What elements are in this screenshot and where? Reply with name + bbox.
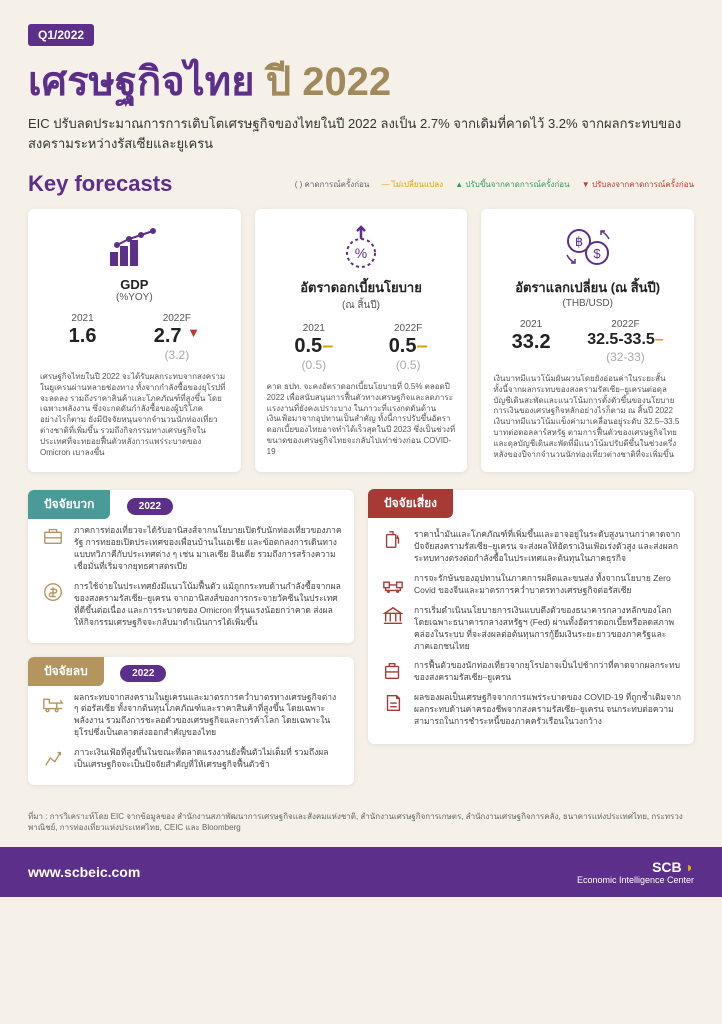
forecast-card-gdp: GDP (%YOY) 2021 1.6 2022F 2.7 ▼ (3.2) เศ… <box>28 209 241 472</box>
flame-icon: ◗ <box>686 859 694 875</box>
negative-tab: ปัจจัยลบ <box>28 657 104 686</box>
factor-text: ภาคการท่องเที่ยวจะได้รับอานิสงส์จากนโยบา… <box>74 525 342 573</box>
card-title: อัตราดอกเบี้ยนโยบาย <box>267 277 456 298</box>
factor-text: ภาวะเงินเฟ้อที่สูงขึ้นในขณะที่ตลาดแรงงาน… <box>74 747 342 771</box>
factor-text: ผลของผลเป็นเศรษฐกิจจากการแพร่ระบาดของ CO… <box>414 692 682 728</box>
year-chip: 2022 <box>120 665 166 682</box>
factor-item: ภาคการท่องเที่ยวจะได้รับอานิสงส์จากนโยบา… <box>28 521 354 577</box>
factor-text: การใช้จ่ายในประเทศยังมีแนวโน้มฟื้นตัว แม… <box>74 581 342 629</box>
card-desc: คาด ธปท. จะคงอัตราดอกเบี้ยนโยบายที่ 0.5%… <box>267 382 456 458</box>
factor-item: การจะรักษ้นของอุปทานในภาคการผลิตและขนส่ง… <box>368 569 694 601</box>
title-gold: ปี 2022 <box>266 60 392 104</box>
forecast-card-exchange-rate: ฿$ อัตราแลกเปลี่ยน (ณ สิ้นปี) (THB/USD) … <box>481 209 694 472</box>
factor-item: ราคาน้ำมันและโภคภัณฑ์ที่เพิ่มขึ้นและอาจอ… <box>368 525 694 569</box>
value-2022f: 32.5-33.5– <box>587 332 664 348</box>
legend-up: ▲ ปรับขึ้นจากคาดการณ์ครั้งก่อน <box>455 180 569 189</box>
percent-up-icon: % <box>267 223 456 271</box>
spending-icon <box>40 581 66 629</box>
year-label: 2021 <box>294 323 333 334</box>
factor-text: การฟื้นตัวของนักท่องเที่ยวจากยุโรปอาจเป็… <box>414 660 682 684</box>
year-label: 2022F <box>389 323 428 334</box>
positive-factors-block: ปัจจัยบวก 2022 ภาคการท่องเที่ยวจะได้รับอ… <box>28 490 354 642</box>
chart-icon <box>40 223 229 271</box>
legend-down: ▼ ปรับลงจากคาดการณ์ครั้งก่อน <box>582 180 694 189</box>
oil-icon <box>380 529 406 565</box>
risk-tab: ปัจจัยเสี่ยง <box>368 489 453 518</box>
year-label: 2021 <box>512 319 551 330</box>
value-2022f: 2.7 ▼ <box>154 326 200 346</box>
forecast-cards: GDP (%YOY) 2021 1.6 2022F 2.7 ▼ (3.2) เศ… <box>28 209 694 472</box>
tourist-icon <box>380 660 406 684</box>
key-forecasts-heading: Key forecasts <box>28 171 172 197</box>
card-sub: (%YOY) <box>40 292 229 303</box>
source-note: ที่มา : การวิเคราะห์โดย EIC จากข้อมูลของ… <box>28 811 694 833</box>
prev-value: (0.5) <box>294 358 333 372</box>
year-chip: 2022 <box>127 498 173 515</box>
page-title: เศรษฐกิจไทย ปี 2022 <box>28 60 694 104</box>
factor-item: การเริ่มดำเนินนโยบายการเงินแบบตึงตัวของธ… <box>368 601 694 657</box>
quarter-badge: Q1/2022 <box>28 24 94 46</box>
svg-text:%: % <box>355 245 367 261</box>
footer-url: www.scbeic.com <box>28 864 140 880</box>
down-arrow-icon: ▼ <box>187 325 200 340</box>
subtitle: EIC ปรับลดประมาณการการเติบโตเศรษฐกิจของไ… <box>28 114 694 153</box>
value-2021: 1.6 <box>69 326 97 346</box>
risk-factors-block: ปัจจัยเสี่ยง ราคาน้ำมันและโภคภัณฑ์ที่เพิ… <box>368 490 694 743</box>
factor-item: ผลกระทบจากสงครามในยูเครนและมาตรการคว่ำบา… <box>28 688 354 744</box>
logo-sub: Economic Intelligence Center <box>577 875 694 885</box>
prev-value: (3.2) <box>154 348 200 362</box>
bank-icon <box>380 605 406 653</box>
footer-logo: SCB ◗ Economic Intelligence Center <box>577 859 694 885</box>
legend-unchanged: — ไม่เปลี่ยนแปลง <box>382 180 443 189</box>
card-desc: เศรษฐกิจไทยในปี 2022 จะได้รับผลกระทบจากส… <box>40 372 229 458</box>
svg-text:฿: ฿ <box>575 234 583 249</box>
factor-item: การฟื้นตัวของนักท่องเที่ยวจากยุโรปอาจเป็… <box>368 656 694 688</box>
legend: ( ) คาดการณ์ครั้งก่อน — ไม่เปลี่ยนแปลง ▲… <box>285 178 694 191</box>
year-label: 2022F <box>587 319 664 330</box>
year-label: 2021 <box>69 313 97 324</box>
legend-prev: ( ) คาดการณ์ครั้งก่อน <box>295 180 370 189</box>
logo-main: SCB <box>652 859 682 875</box>
year-label: 2022F <box>154 313 200 324</box>
positive-tab: ปัจจัยบวก <box>28 490 110 519</box>
card-sub: (ณ สิ้นปี) <box>267 298 456 313</box>
factor-item: การใช้จ่ายในประเทศยังมีแนวโน้มฟื้นตัว แม… <box>28 577 354 633</box>
supply-chain-icon <box>380 573 406 597</box>
factor-item: ผลของผลเป็นเศรษฐกิจจากการแพร่ระบาดของ CO… <box>368 688 694 732</box>
footer: www.scbeic.com SCB ◗ Economic Intelligen… <box>0 847 722 897</box>
forecast-card-policy-rate: % อัตราดอกเบี้ยนโยบาย (ณ สิ้นปี) 2021 0.… <box>255 209 468 472</box>
value-2021: 0.5– <box>294 336 333 356</box>
factor-text: การเริ่มดำเนินนโยบายการเงินแบบตึงตัวของธ… <box>414 605 682 653</box>
prev-value: (0.5) <box>389 358 428 372</box>
card-title: อัตราแลกเปลี่ยน (ณ สิ้นปี) <box>493 277 682 298</box>
tourism-icon <box>40 525 66 573</box>
title-purple: เศรษฐกิจไทย <box>28 60 255 104</box>
inflation-icon <box>40 747 66 771</box>
debt-icon <box>380 692 406 728</box>
prev-value: (32-33) <box>587 350 664 364</box>
currency-exchange-icon: ฿$ <box>493 223 682 271</box>
factor-text: ผลกระทบจากสงครามในยูเครนและมาตรการคว่ำบา… <box>74 692 342 740</box>
factor-text: การจะรักษ้นของอุปทานในภาคการผลิตและขนส่ง… <box>414 573 682 597</box>
factor-item: ภาวะเงินเฟ้อที่สูงขึ้นในขณะที่ตลาดแรงงาน… <box>28 743 354 775</box>
card-sub: (THB/USD) <box>493 298 682 309</box>
value-2021: 33.2 <box>512 332 551 352</box>
trade-war-icon <box>40 692 66 740</box>
value-2022f: 0.5– <box>389 336 428 356</box>
card-desc: เงินบาทมีแนวโน้มผันผวนโดยยังอ่อนค่าในระย… <box>493 374 682 460</box>
card-title: GDP <box>40 277 229 292</box>
svg-text:$: $ <box>593 246 601 261</box>
negative-factors-block: ปัจจัยลบ 2022 ผลกระทบจากสงครามในยูเครนแล… <box>28 657 354 785</box>
factor-text: ราคาน้ำมันและโภคภัณฑ์ที่เพิ่มขึ้นและอาจอ… <box>414 529 682 565</box>
